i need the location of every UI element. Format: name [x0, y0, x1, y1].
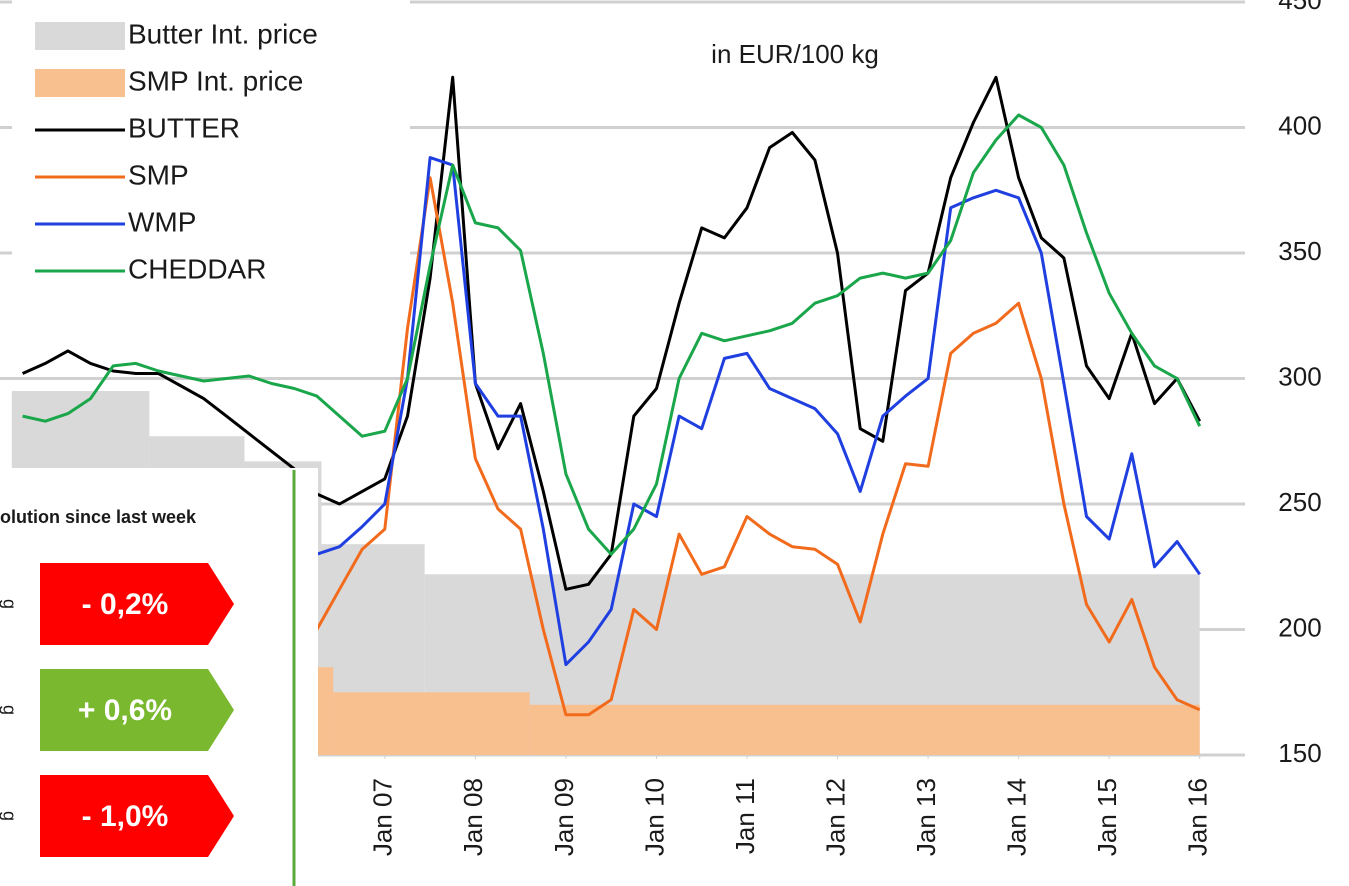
- x-tick-label: Jan 10: [639, 778, 669, 856]
- int-price-step: [333, 692, 530, 755]
- row-label: g: [0, 811, 19, 821]
- row-label: g: [0, 705, 19, 715]
- legend: Butter Int. price SMP Int. price BUTTER SMP…: [12, 0, 410, 296]
- y-tick-label: 400: [1278, 110, 1321, 140]
- legend-swatch: [35, 22, 125, 50]
- annotation: in EUR/100 kg: [711, 39, 879, 69]
- change-badge: [40, 669, 234, 751]
- change-value: - 1,0%: [82, 800, 169, 833]
- panel: olution since last week g - 0,2% g + 0,6% g -…: [0, 468, 318, 886]
- y-tick-label: 250: [1278, 487, 1321, 517]
- x-tick-label: Jan 11: [730, 778, 760, 854]
- legend-label: CHEDDAR: [128, 253, 266, 284]
- price-line: [22, 113, 1202, 556]
- legend-label: WMP: [128, 206, 196, 237]
- change-value: + 0,6%: [78, 694, 172, 727]
- x-tick-label: Jan 13: [911, 778, 941, 856]
- int-price-step: [529, 704, 1200, 755]
- change-value: - 0,2%: [82, 588, 169, 621]
- axes: 150 200 250 300 350 400 450 Jan 07 Jan 08 Jan 09 J…: [368, 0, 1322, 856]
- legend-label: SMP Int. price: [128, 65, 303, 96]
- x-tick-label: Jan 08: [458, 778, 488, 856]
- y-tick-label: 450: [1278, 0, 1321, 15]
- price-line: [316, 156, 1201, 667]
- y-tick-label: 300: [1278, 361, 1321, 391]
- price-line: [315, 176, 1201, 717]
- x-tick-label: Jan 14: [1002, 778, 1032, 856]
- legend-swatch: [35, 69, 125, 97]
- row-label: g: [0, 599, 19, 609]
- y-tick-label: 350: [1278, 236, 1321, 266]
- x-tick-label: Jan 16: [1183, 778, 1213, 856]
- lines: [21, 75, 1202, 717]
- y-tick-label: 150: [1278, 738, 1321, 768]
- int-price-step: [317, 667, 334, 755]
- change-badge: [40, 775, 234, 857]
- y-tick-label: 200: [1278, 612, 1321, 642]
- x-tick-label: Jan 09: [549, 778, 579, 856]
- panel-title: olution since last week: [0, 507, 197, 527]
- x-tick-label: Jan 15: [1092, 778, 1122, 856]
- x-tick-label: Jan 07: [368, 778, 398, 856]
- x-tick-label: Jan 12: [820, 778, 850, 856]
- change-badge: [40, 563, 234, 645]
- legend-label: SMP: [128, 159, 189, 190]
- legend-label: Butter Int. price: [128, 18, 318, 49]
- legend-label: BUTTER: [128, 112, 240, 143]
